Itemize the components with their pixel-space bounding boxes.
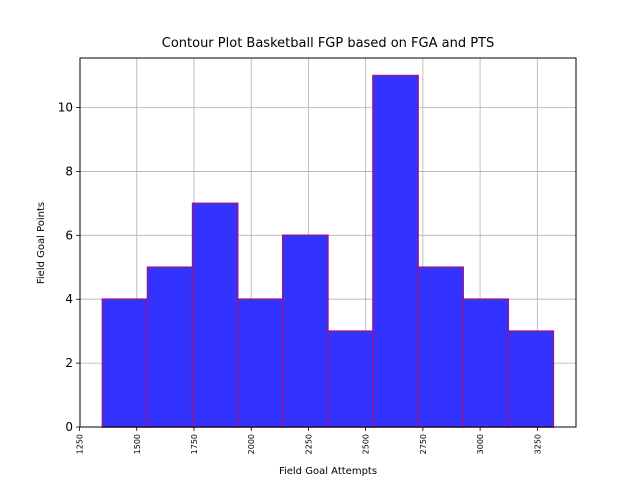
y-tick-label: 8 [65,164,73,178]
x-tick-label: 1750 [190,434,199,454]
histogram-bar [236,298,284,428]
histogram-bar [146,266,194,428]
x-tick-label: 2250 [304,434,313,454]
x-tick-label: 3000 [476,434,485,454]
plot-frame [79,57,577,428]
y-tick-label: 4 [65,292,73,306]
y-tick-label: 10 [58,101,73,115]
x-tick-label: 2750 [419,434,428,454]
y-tick-label: 2 [65,356,73,370]
histogram-bar [507,330,555,428]
histogram-bar [327,330,374,428]
histogram-bar [281,234,329,428]
y-tick-label: 0 [65,420,73,434]
x-tick-label: 1500 [133,434,142,454]
histogram-bar [372,74,419,428]
ticks: 1250 1500 1750 2000 2250 2500 2750 3000 3250 0 2 4 6… [58,101,543,455]
y-axis-label: Field Goal Points [36,202,47,284]
histogram-bar [462,298,510,428]
chart-title: Contour Plot Basketball FGP based on FGA… [161,36,495,51]
histogram-bar [417,266,464,428]
histogram-bar [191,202,239,428]
y-tick-label: 6 [65,228,73,242]
bars [101,74,555,428]
x-tick-label: 3250 [533,434,542,454]
x-tick-label: 2500 [362,434,371,454]
histogram-bar [101,298,149,428]
x-tick-label: 2000 [247,434,256,454]
x-tick-label: 1250 [76,434,85,454]
x-axis-label: Field Goal Attempts [279,466,377,477]
